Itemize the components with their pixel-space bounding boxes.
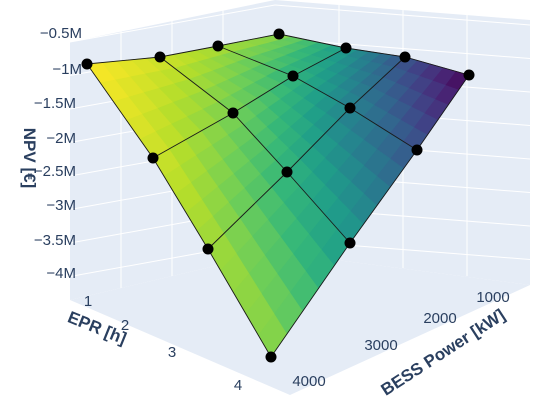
y-tick-label: 3 — [168, 344, 176, 361]
data-point-marker — [212, 40, 224, 52]
data-point-marker — [287, 70, 299, 82]
z-tick-label: −2.5M — [34, 163, 76, 180]
surface-gridline — [86, 33, 280, 65]
z-axis-title: NPV [€] — [20, 128, 39, 188]
surface-gridline — [86, 63, 272, 358]
x-tick-label: 1000 — [476, 289, 509, 306]
z-tick-label: −0.5M — [40, 25, 82, 42]
data-point-marker — [227, 107, 239, 119]
y-tick-label: 1 — [84, 293, 92, 310]
data-point-marker — [463, 69, 475, 81]
x-tick-label: 4000 — [292, 373, 325, 390]
y-tick-label: 2 — [121, 317, 129, 334]
surface-gridline — [152, 47, 347, 159]
z-tick-label: −2M — [46, 130, 76, 147]
x-tick-label: 3000 — [364, 337, 397, 354]
x-tick-label: 2000 — [423, 310, 456, 327]
data-point-marker — [273, 28, 285, 40]
data-point-marker — [340, 42, 352, 54]
data-point-marker — [154, 51, 166, 63]
data-point-marker — [265, 351, 277, 363]
data-point-marker — [202, 243, 214, 255]
tick-labels: −0.5M −1M −1.5M −2M −2.5M −3M −3.5M −4M 1 2 3 4 1000… — [34, 25, 510, 394]
floor-pane — [70, 252, 530, 395]
data-point-marker — [399, 51, 411, 63]
surface-gridline — [278, 33, 470, 76]
surface-gridline — [207, 56, 406, 250]
data-point-marker — [147, 152, 159, 164]
z-tick-label: −1.5M — [34, 95, 76, 112]
z-tick-label: −4M — [46, 265, 76, 282]
z-tick-label: −3.5M — [34, 232, 76, 249]
surface-gridline — [159, 56, 351, 244]
z-tick-label: −1M — [52, 61, 82, 78]
y-tick-label: 4 — [234, 377, 242, 394]
data-markers — [81, 28, 475, 363]
data-point-marker — [81, 58, 93, 70]
z-tick-label: −3M — [46, 197, 76, 214]
surface-gridline — [217, 45, 418, 151]
data-point-marker — [411, 144, 423, 156]
data-point-marker — [344, 102, 356, 114]
data-point-marker — [281, 166, 293, 178]
surface-gridline — [270, 74, 470, 358]
data-point-marker — [344, 237, 356, 249]
